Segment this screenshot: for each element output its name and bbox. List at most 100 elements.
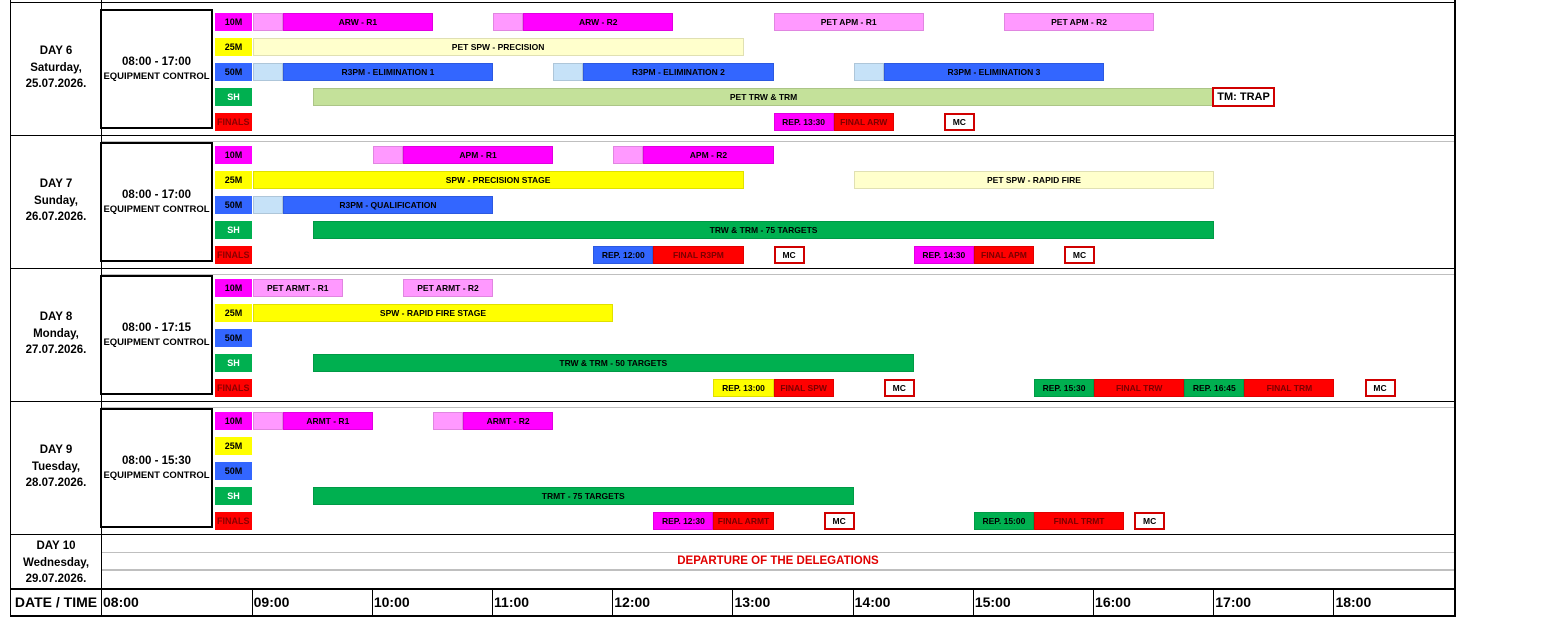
mc-box: MC — [823, 512, 855, 530]
schedule-event: APM - R2 — [643, 146, 774, 164]
equipment-control-time: 08:00 - 15:30 — [121, 454, 192, 467]
day-label-date: 26.07.2026. — [25, 211, 87, 223]
schedule-event: R3PM - QUALIFICATION — [282, 196, 494, 214]
schedule-event: FINAL TRMT — [1034, 512, 1125, 530]
lane-label-sh: SH — [215, 354, 252, 372]
schedule-event: REP. 13:00 — [713, 379, 774, 397]
axis-tick-divider — [1213, 590, 1215, 616]
day-label-day: DAY 8 — [39, 311, 73, 323]
day-label-date: 28.07.2026. — [25, 477, 87, 489]
equipment-control-box: 08:00 - 17:15 EQUIPMENT CONTROL — [100, 275, 213, 395]
axis-tick-label: 12:00 — [614, 594, 651, 610]
equipment-control-label: EQUIPMENT CONTROL — [103, 336, 210, 348]
schedule-event: ARW - R1 — [282, 13, 433, 31]
day-separator — [10, 534, 1456, 535]
day-sub-line — [102, 274, 1454, 275]
table-bottom-border — [10, 615, 1456, 617]
schedule-event: ARW - R2 — [523, 13, 674, 31]
lane-label-50m: 50M — [215, 329, 252, 347]
lane-label-25m: 25M — [215, 38, 252, 56]
day-label-date: 25.07.2026. — [25, 78, 87, 90]
lane-label-finals: FINALS — [215, 379, 252, 397]
schedule-event: APM - R1 — [402, 146, 554, 164]
schedule-event: PET APM - R1 — [773, 13, 924, 31]
schedule-event — [853, 63, 884, 81]
day-label-date: 27.07.2026. — [25, 344, 87, 356]
day-label: DAY 9 Tuesday, 28.07.2026. — [10, 442, 102, 492]
day-label-day: DAY 6 — [39, 45, 73, 57]
axis-tick-divider — [1093, 590, 1095, 616]
lane-label-10m: 10M — [215, 279, 252, 297]
schedule-event — [372, 146, 403, 164]
schedule-event — [553, 63, 584, 81]
lane-label-10m: 10M — [215, 412, 252, 430]
schedule-event — [433, 412, 464, 430]
schedule-event: ARMT - R1 — [282, 412, 373, 430]
day-label-weekday: Wednesday, — [22, 556, 90, 569]
schedule-event: PET TRW & TRM — [312, 88, 1215, 106]
lane-label-50m: 50M — [215, 196, 252, 214]
axis-tick-label: 16:00 — [1095, 594, 1131, 610]
equipment-control-time: 08:00 - 17:00 — [121, 55, 192, 68]
table-top-border — [10, 2, 1456, 3]
lane-label-25m: 25M — [215, 437, 252, 455]
table-border-left — [10, 0, 11, 617]
schedule-event: TRW & TRM - 75 TARGETS — [312, 221, 1215, 239]
schedule-event: TRW & TRM - 50 TARGETS — [312, 354, 914, 372]
mc-box: MC — [1134, 512, 1166, 530]
schedule-event — [252, 63, 283, 81]
table-border-right — [1454, 0, 1456, 617]
axis-tick-divider — [1333, 590, 1335, 616]
day-label: DAY 7 Sunday, 26.07.2026. — [10, 176, 102, 226]
lane-label-finals: FINALS — [215, 246, 252, 264]
equipment-control-label: EQUIPMENT CONTROL — [103, 70, 210, 82]
schedule-event: REP. 13:30 — [773, 113, 834, 131]
equipment-control-box: 08:00 - 17:00 EQUIPMENT CONTROL — [100, 9, 213, 129]
schedule-event: SPW - RAPID FIRE STAGE — [252, 304, 614, 322]
schedule-event: REP. 15:00 — [973, 512, 1034, 530]
lane-label-sh: SH — [215, 487, 252, 505]
day-separator — [10, 401, 1456, 402]
day-sub-line — [102, 141, 1454, 142]
day-separator — [10, 135, 1456, 136]
axis-tick-label: 13:00 — [734, 594, 771, 610]
day-label-date: 29.07.2026. — [25, 573, 87, 585]
axis-tick-divider — [612, 590, 614, 616]
lane-label-10m: 10M — [215, 13, 252, 31]
schedule-event: R3PM - ELIMINATION 2 — [583, 63, 774, 81]
axis-tick-divider — [972, 590, 974, 616]
schedule-event: FINAL ARW — [833, 113, 894, 131]
day-label-day: DAY 9 — [39, 444, 73, 456]
schedule-event: REP. 12:30 — [653, 512, 714, 530]
day-label-day: DAY 10 — [36, 540, 76, 552]
schedule-event: FINAL ARMT — [713, 512, 774, 530]
day-label-day: DAY 7 — [39, 178, 73, 190]
schedule-event: PET APM - R2 — [1003, 13, 1155, 31]
axis-tick-label: 17:00 — [1215, 594, 1252, 610]
day-separator — [10, 268, 1456, 269]
schedule-event: REP. 16:45 — [1184, 379, 1245, 397]
mc-box: MC — [1364, 379, 1396, 397]
equipment-control-label: EQUIPMENT CONTROL — [103, 469, 210, 481]
schedule-event: R3PM - ELIMINATION 1 — [282, 63, 494, 81]
departure-note: DEPARTURE OF THE DELEGATIONS — [102, 552, 1454, 570]
axis-tick-label: 10:00 — [373, 594, 410, 610]
lane-label-10m: 10M — [215, 146, 252, 164]
schedule-event: TRMT - 75 TARGETS — [312, 487, 854, 505]
schedule-event: PET ARMT - R1 — [252, 279, 343, 297]
equipment-control-box: 08:00 - 15:30 EQUIPMENT CONTROL — [100, 408, 213, 528]
axis-tick-divider — [371, 590, 373, 616]
schedule-event: REP. 14:30 — [913, 246, 974, 264]
schedule-event — [252, 196, 283, 214]
axis-tick-divider — [852, 590, 854, 616]
schedule-event — [493, 13, 524, 31]
day-label-weekday: Tuesday, — [31, 460, 81, 473]
equipment-control-label: EQUIPMENT CONTROL — [103, 203, 210, 215]
day-label-weekday: Saturday, — [30, 61, 82, 74]
lane-label-sh: SH — [215, 88, 252, 106]
equipment-control-time: 08:00 - 17:00 — [121, 188, 192, 201]
day-label: DAY 6 Saturday, 25.07.2026. — [10, 43, 102, 93]
axis-tick-label: 15:00 — [974, 594, 1011, 610]
axis-tick-divider — [251, 590, 253, 616]
